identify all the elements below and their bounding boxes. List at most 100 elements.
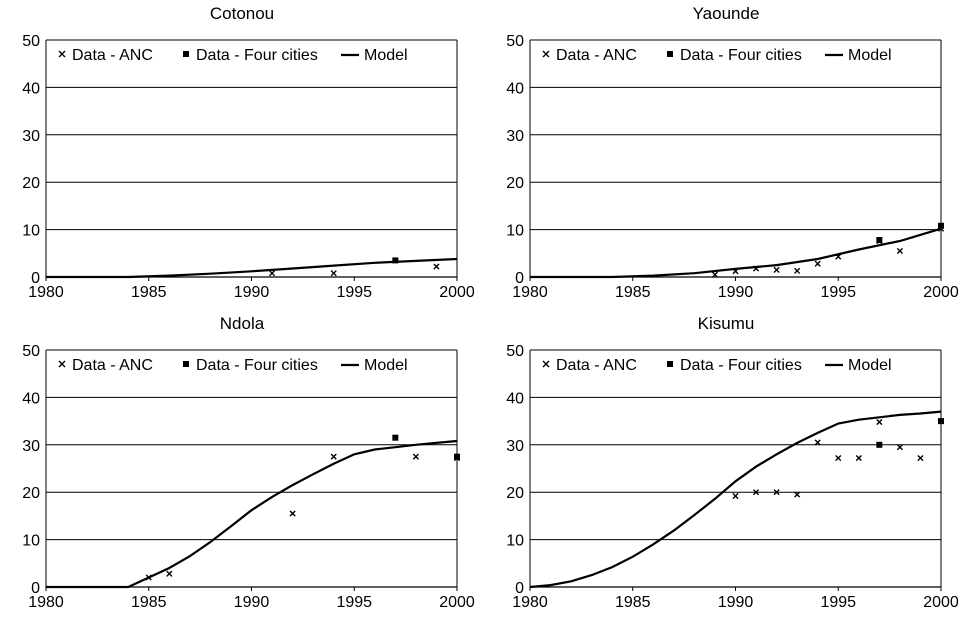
x-tick-label: 1995 (336, 594, 372, 611)
data-point-anc (752, 489, 760, 496)
data-point-anc (289, 510, 296, 517)
legend-marker-anc (58, 360, 66, 368)
legend-label: Data - Four cities (196, 47, 318, 64)
chart-plot: 0 10 20 30 40 50 1980 1985 1990 1995 2000 Data - AN… (506, 343, 959, 611)
data-point-four-cities (454, 453, 460, 460)
data-point-four-cities (938, 418, 944, 425)
y-tick-label: 40 (506, 80, 524, 97)
legend-label: Data - Four cities (680, 47, 802, 64)
data-point-anc (876, 418, 883, 426)
legend-marker-anc (542, 360, 550, 368)
y-tick-label: 40 (506, 390, 524, 407)
x-tick-label: 1990 (234, 594, 270, 611)
legend-label: Data - ANC (72, 357, 153, 374)
data-point-four-cities (392, 257, 399, 264)
x-tick-label: 1985 (615, 284, 651, 301)
y-tick-label: 20 (506, 485, 524, 502)
legend-label: Data - ANC (72, 47, 153, 64)
y-tick-label: 0 (31, 580, 40, 597)
legend-marker-four-cities (183, 361, 189, 367)
legend-marker-anc (542, 50, 550, 58)
legend-label: Data - ANC (556, 47, 637, 64)
x-tick-label: 2000 (923, 594, 959, 611)
legend: Data - ANC Data - Four cities Model (542, 47, 892, 64)
y-tick-label: 50 (506, 343, 524, 360)
y-tick-label: 40 (22, 80, 40, 97)
legend: Data - ANC Data - Four cities Model (58, 357, 408, 374)
y-tick-label: 0 (31, 270, 40, 287)
data-point-anc (711, 271, 719, 278)
x-tick-label: 1980 (512, 594, 548, 611)
legend-marker-four-cities (183, 51, 189, 57)
x-tick-label: 2000 (439, 594, 475, 611)
y-tick-label: 10 (506, 533, 524, 550)
y-tick-label: 50 (506, 33, 524, 50)
y-tick-label: 50 (22, 33, 40, 50)
chart-plot: 0 10 20 30 40 50 1980 1985 1990 1995 2000 Data - AN… (22, 343, 475, 611)
data-point-anc (166, 570, 173, 577)
model-line (46, 257, 458, 279)
x-tick-label: 1990 (234, 284, 270, 301)
data-point-anc (794, 491, 801, 498)
x-tick-label: 1980 (28, 594, 64, 611)
chart-panel-0: Cotonou 0 10 20 30 40 50 1980 1985 1990 1995 2000 D… (0, 0, 484, 310)
x-tick-label: 1990 (718, 284, 754, 301)
legend-marker-four-cities (667, 361, 673, 367)
legend-label: Data - Four cities (680, 357, 802, 374)
x-tick-label: 1995 (820, 284, 856, 301)
x-tick-label: 1995 (336, 284, 372, 301)
chart-plot: 0 10 20 30 40 50 1980 1985 1990 1995 2000 Data - AN… (22, 33, 475, 301)
data-point-anc (814, 260, 821, 267)
legend-label: Model (848, 357, 892, 374)
data-point-anc (330, 270, 337, 277)
legend-label: Model (364, 357, 408, 374)
y-tick-label: 20 (506, 175, 524, 192)
x-tick-label: 1985 (131, 594, 167, 611)
legend-label: Model (848, 47, 892, 64)
legend-marker-anc (58, 50, 66, 58)
x-tick-label: 1980 (512, 284, 548, 301)
data-point-four-cities (876, 441, 883, 448)
x-tick-label: 1985 (131, 284, 167, 301)
model-line (530, 227, 942, 279)
y-tick-label: 20 (22, 485, 40, 502)
chart-panel-2: Ndola 0 10 20 30 40 50 1980 1985 1990 1995 2000 Dat… (0, 310, 484, 620)
chart-plot: 0 10 20 30 40 50 1980 1985 1990 1995 2000 Data - AN… (506, 33, 959, 301)
data-point-anc (794, 267, 801, 274)
y-tick-label: 0 (515, 580, 524, 597)
legend: Data - ANC Data - Four cities Model (542, 357, 892, 374)
chart-title: Yaounde (692, 4, 760, 23)
data-point-anc (268, 270, 276, 277)
data-point-anc (855, 454, 862, 462)
chart-title: Ndola (219, 314, 265, 333)
chart-title: Kisumu (697, 314, 755, 333)
legend-marker-four-cities (667, 51, 673, 57)
y-tick-label: 30 (506, 438, 524, 455)
y-tick-label: 10 (22, 223, 40, 240)
chart-panel-1: Yaounde 0 10 20 30 40 50 1980 1985 1990 1995 2000 D… (484, 0, 968, 310)
y-tick-label: 10 (22, 533, 40, 550)
data-point-anc (330, 453, 337, 460)
data-point-anc (896, 444, 903, 451)
data-point-anc (814, 439, 821, 446)
y-tick-label: 40 (22, 390, 40, 407)
x-tick-label: 2000 (923, 284, 959, 301)
x-tick-label: 1985 (615, 594, 651, 611)
model-line (46, 439, 458, 589)
y-tick-label: 30 (22, 128, 40, 145)
data-point-anc (433, 263, 440, 270)
y-tick-label: 50 (22, 343, 40, 360)
y-tick-label: 30 (506, 128, 524, 145)
data-point-four-cities (392, 434, 399, 441)
legend: Data - ANC Data - Four cities Model (58, 47, 408, 64)
data-point-anc (773, 266, 780, 273)
data-point-anc (732, 492, 739, 500)
x-tick-label: 1990 (718, 594, 754, 611)
data-point-anc (917, 454, 924, 462)
x-tick-label: 1995 (820, 594, 856, 611)
legend-label: Data - Four cities (196, 357, 318, 374)
legend-label: Model (364, 47, 408, 64)
data-point-anc (835, 454, 842, 462)
legend-label: Data - ANC (556, 357, 637, 374)
y-tick-label: 20 (22, 175, 40, 192)
